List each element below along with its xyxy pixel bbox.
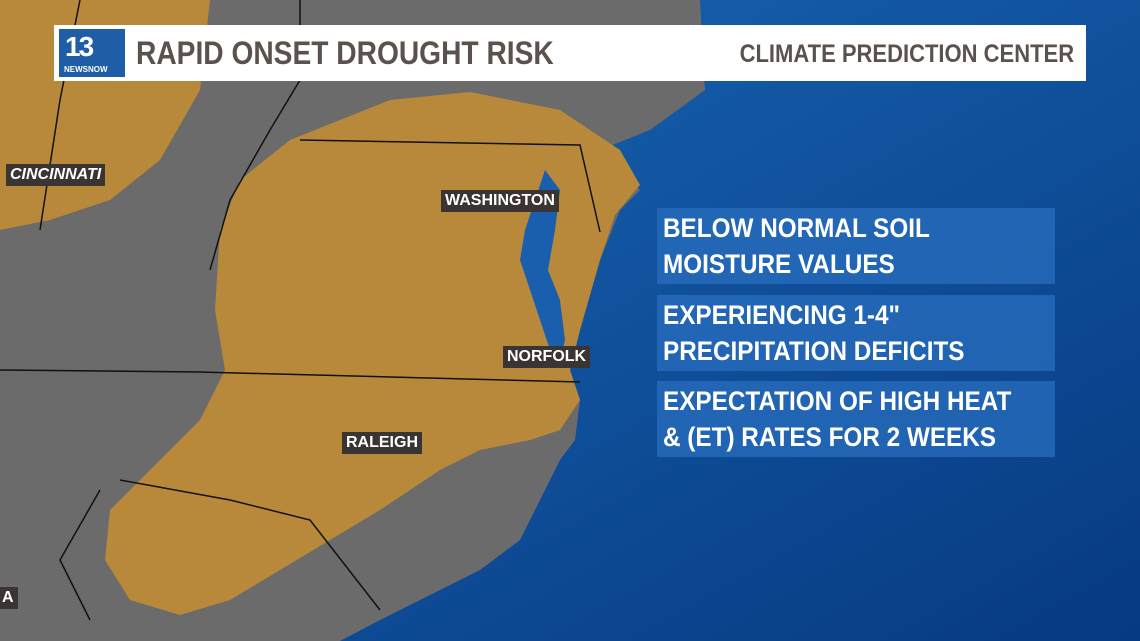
city-label-washington: WASHINGTON: [441, 190, 559, 212]
page-title: RAPID ONSET DROUGHT RISK: [136, 34, 554, 71]
city-label-partial: A: [0, 587, 18, 609]
info-box-heat-et: EXPECTATION OF HIGH HEAT & (ET) RATES FO…: [657, 381, 1055, 457]
city-label-cincinnati: CINCINNATI: [6, 164, 106, 186]
logo-brand: NEWSNOW: [64, 65, 108, 74]
info-box-soil-moisture: BELOW NORMAL SOIL MOISTURE VALUES: [657, 208, 1055, 284]
info-line: EXPECTATION OF HIGH HEAT: [663, 386, 1012, 416]
city-label-norfolk: NORFOLK: [503, 346, 591, 368]
info-line: EXPERIENCING 1-4": [663, 300, 901, 330]
chesapeake-bay: [520, 170, 565, 360]
info-line: & (ET) RATES FOR 2 WEEKS: [663, 422, 997, 452]
info-line: PRECIPITATION DEFICITS: [663, 336, 965, 366]
header-banner: 13 NEWSNOW RAPID ONSET DROUGHT RISK CLIM…: [54, 25, 1086, 81]
info-line: MOISTURE VALUES: [663, 249, 895, 279]
info-box-precip-deficit: EXPERIENCING 1-4" PRECIPITATION DEFICITS: [657, 295, 1055, 371]
info-line: BELOW NORMAL SOIL: [663, 213, 930, 243]
logo-number: 13: [65, 31, 94, 62]
city-label-raleigh: RALEIGH: [342, 432, 422, 454]
drought-risk-area-mid-atlantic: [105, 92, 640, 615]
station-logo: 13 NEWSNOW: [59, 29, 125, 77]
source-label: CLIMATE PREDICTION CENTER: [739, 40, 1074, 68]
